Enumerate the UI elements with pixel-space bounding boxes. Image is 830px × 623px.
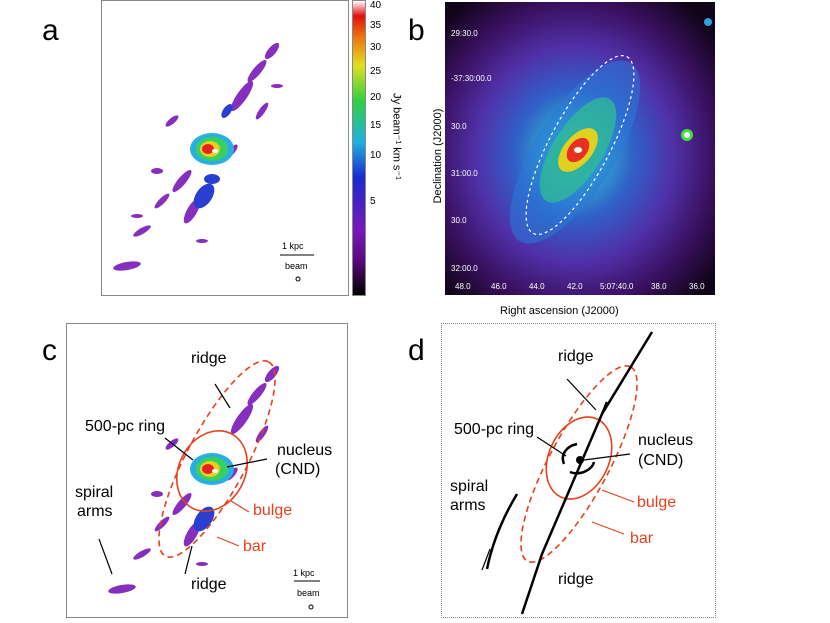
panel-c-frame: ridge 500-pc ring nucleus (CND) spiral a… bbox=[66, 323, 348, 618]
cb-tick: 5 bbox=[370, 196, 376, 207]
scale-bar-label-c: 1 kpc bbox=[293, 568, 315, 578]
ra-tick: 38.0 bbox=[651, 282, 667, 291]
beam-label-c: beam bbox=[297, 588, 320, 598]
arms-label-d: arms bbox=[450, 497, 486, 514]
panel-b-image: 29:30.0 -37:30:00.0 30.0 31:00.0 30.0 32… bbox=[445, 2, 715, 295]
scale-bar-label-a: 1 kpc bbox=[282, 241, 304, 251]
panel-a-label: a bbox=[42, 14, 59, 47]
panel-d-label: d bbox=[408, 334, 425, 367]
cb-tick: 25 bbox=[370, 66, 382, 77]
panel-d-frame: ridge 500-pc ring nucleus (CND) spiral a… bbox=[441, 323, 716, 618]
cnd-label-d: (CND) bbox=[638, 452, 684, 469]
ra-tick: 5:07:40.0 bbox=[600, 282, 634, 291]
bar-label: bar bbox=[243, 538, 267, 555]
ra-axis-label: Right ascension (J2000) bbox=[500, 305, 619, 317]
arms-label: arms bbox=[77, 503, 113, 520]
colorbar bbox=[352, 0, 366, 296]
cb-tick: 15 bbox=[370, 120, 382, 131]
cb-tick: 20 bbox=[370, 92, 382, 103]
panel-b-overlay bbox=[509, 18, 712, 244]
dec-tick: 30.0 bbox=[451, 216, 467, 225]
dec-tick: -37:30:00.0 bbox=[451, 74, 492, 83]
panel-a-frame: 1 kpc beam bbox=[101, 0, 349, 296]
cb-tick: 30 bbox=[370, 42, 382, 53]
cb-tick: 10 bbox=[370, 150, 382, 161]
ring-label-d: 500-pc ring bbox=[454, 421, 535, 438]
nucleus-label: nucleus bbox=[277, 442, 333, 459]
cb-tick: 35 bbox=[370, 20, 382, 31]
beam-label-a: beam bbox=[285, 261, 308, 271]
spiral-label-d: spiral bbox=[450, 478, 489, 495]
ring-label: 500-pc ring bbox=[85, 418, 166, 435]
cnd-label: (CND) bbox=[275, 461, 321, 478]
dec-tick: 29:30.0 bbox=[451, 29, 478, 38]
spiral-label: spiral bbox=[75, 484, 114, 501]
ridge-label-bottom: ridge bbox=[191, 576, 227, 593]
panel-d-schematic bbox=[481, 331, 654, 615]
cb-tick: 40 bbox=[370, 0, 382, 11]
panel-c-map bbox=[98, 360, 320, 610]
ridge-label-top-d: ridge bbox=[558, 348, 594, 365]
nucleus-label-d: nucleus bbox=[638, 432, 694, 449]
panel-c-label: c bbox=[42, 334, 57, 367]
dec-axis-label: Declination (J2000) bbox=[432, 108, 444, 204]
dec-tick: 32:00.0 bbox=[451, 264, 478, 273]
panel-a-map bbox=[113, 42, 314, 282]
dec-tick: 31:00.0 bbox=[451, 169, 478, 178]
ridge-label-top: ridge bbox=[191, 350, 227, 367]
panel-b-label: b bbox=[408, 14, 425, 47]
ra-tick: 42.0 bbox=[567, 282, 583, 291]
ra-tick: 46.0 bbox=[491, 282, 507, 291]
ra-tick: 44.0 bbox=[529, 282, 545, 291]
bulge-label-d: bulge bbox=[637, 494, 677, 511]
colorbar-label: Jy beam⁻¹ km s⁻¹ bbox=[390, 93, 403, 180]
bulge-label: bulge bbox=[253, 502, 293, 519]
ridge-label-bottom-d: ridge bbox=[558, 571, 594, 588]
ra-tick: 36.0 bbox=[689, 282, 705, 291]
bar-label-d: bar bbox=[630, 530, 654, 547]
ra-tick: 48.0 bbox=[455, 282, 471, 291]
dec-tick: 30.0 bbox=[451, 122, 467, 131]
